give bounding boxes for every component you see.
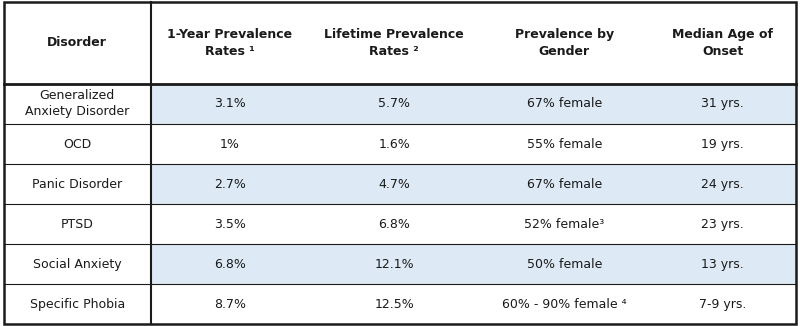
Text: OCD: OCD (63, 138, 91, 151)
Bar (4, 244, 150, 284)
Text: 19 yrs.: 19 yrs. (702, 138, 744, 151)
Bar (150, 124, 796, 164)
Bar (4, 84, 150, 124)
Text: 67% female: 67% female (526, 97, 602, 111)
Bar (4, 164, 150, 204)
Text: 12.1%: 12.1% (374, 258, 414, 271)
Text: Disorder: Disorder (47, 36, 107, 49)
Text: 4.7%: 4.7% (378, 178, 410, 191)
Bar (150, 164, 796, 204)
Text: PTSD: PTSD (61, 218, 94, 231)
Text: Panic Disorder: Panic Disorder (32, 178, 122, 191)
Text: 2.7%: 2.7% (214, 178, 246, 191)
Text: 1-Year Prevalence
Rates ¹: 1-Year Prevalence Rates ¹ (167, 27, 292, 58)
Text: Median Age of
Onset: Median Age of Onset (672, 27, 774, 58)
Text: 3.5%: 3.5% (214, 218, 246, 231)
Bar (4, 204, 150, 244)
Text: 31 yrs.: 31 yrs. (702, 97, 744, 111)
Bar (4, 284, 150, 324)
Text: 52% female³: 52% female³ (524, 218, 605, 231)
Bar (150, 284, 796, 324)
Text: 60% - 90% female ⁴: 60% - 90% female ⁴ (502, 298, 626, 311)
Text: 12.5%: 12.5% (374, 298, 414, 311)
Bar (150, 244, 796, 284)
Text: 8.7%: 8.7% (214, 298, 246, 311)
Bar (150, 84, 796, 124)
Text: 6.8%: 6.8% (214, 258, 246, 271)
Text: 67% female: 67% female (526, 178, 602, 191)
Text: Prevalence by
Gender: Prevalence by Gender (514, 27, 614, 58)
Text: Specific Phobia: Specific Phobia (30, 298, 125, 311)
Text: 6.8%: 6.8% (378, 218, 410, 231)
Text: Lifetime Prevalence
Rates ²: Lifetime Prevalence Rates ² (324, 27, 464, 58)
Text: 1%: 1% (220, 138, 240, 151)
Text: 55% female: 55% female (526, 138, 602, 151)
Text: Generalized
Anxiety Disorder: Generalized Anxiety Disorder (25, 89, 130, 118)
Text: 1.6%: 1.6% (378, 138, 410, 151)
Text: 24 yrs.: 24 yrs. (702, 178, 744, 191)
Text: 3.1%: 3.1% (214, 97, 246, 111)
Text: 13 yrs.: 13 yrs. (702, 258, 744, 271)
Text: 7-9 yrs.: 7-9 yrs. (699, 298, 746, 311)
Text: 5.7%: 5.7% (378, 97, 410, 111)
Text: 50% female: 50% female (526, 258, 602, 271)
Text: 23 yrs.: 23 yrs. (702, 218, 744, 231)
Text: Social Anxiety: Social Anxiety (33, 258, 122, 271)
Bar (4, 124, 150, 164)
Bar (150, 204, 796, 244)
